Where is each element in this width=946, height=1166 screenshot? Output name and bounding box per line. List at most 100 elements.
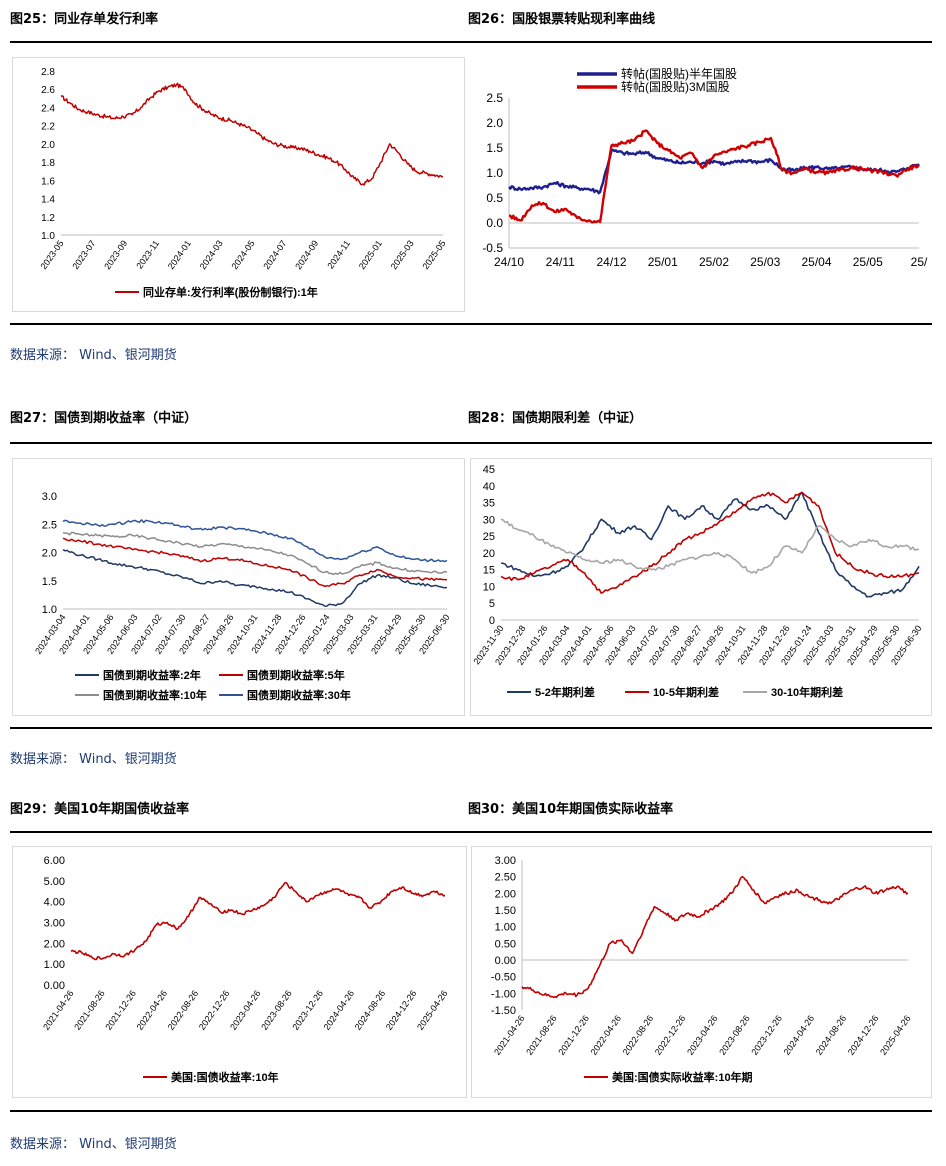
section-2-top-rule: [10, 442, 932, 444]
y-tick-label: 0.5: [486, 191, 503, 205]
top-rule: [10, 41, 932, 43]
y-tick-label: -0.50: [491, 972, 516, 984]
figure-29-title: 图29：美国10年期国债收益率: [10, 802, 190, 817]
y-tick-label: 1.2: [41, 213, 55, 224]
x-tick-label: 2024-07: [261, 238, 288, 271]
figure-25-title: 图25：同业存单发行利率: [10, 12, 159, 27]
series-line-2: [500, 491, 920, 594]
x-tick-label: 2022-12-26: [653, 1013, 688, 1056]
y-tick-label: 30: [483, 514, 495, 526]
y-tick-label: 1.0: [42, 604, 57, 616]
x-tick-label: 25/05: [853, 255, 883, 269]
x-tick-label: 2022-12-26: [197, 988, 232, 1031]
y-tick-label: 0.00: [495, 955, 516, 967]
section-3-top-rule: [10, 831, 932, 833]
series-line-1: [60, 82, 443, 186]
x-tick-label: 2024-12-26: [384, 988, 419, 1031]
chart-28-panel: 45 40 35 30 25 20 15 10 5 0 2023-11-30 2023-12-28 20…: [470, 458, 932, 716]
x-tick-label: 2023-07: [70, 238, 97, 271]
x-tick-label: 2024-11: [325, 238, 352, 270]
series-line-2: [62, 537, 447, 588]
x-tick-label: 25/03: [750, 255, 780, 269]
figure-27-title: 图27：国债到期收益率（中证）: [10, 411, 198, 426]
y-tick-label: 0.50: [495, 938, 516, 950]
y-tick-label: 1.0: [486, 166, 503, 180]
x-tick-label: 2023-12-26: [290, 988, 325, 1031]
y-tick-label: 1.6: [41, 176, 55, 187]
x-tick-label: 2023-12-26: [749, 1013, 784, 1056]
x-tick-label: 2023-05: [39, 238, 66, 271]
x-tick-label: 2024-12-26: [846, 1013, 881, 1056]
chart-29: 6.005.004.003.002.001.000.002021-04-2620…: [41, 855, 450, 1084]
y-tick-label: 1.00: [495, 922, 516, 934]
y-tick-label: 0.0: [486, 216, 503, 230]
x-tick-label: 25/: [911, 255, 928, 269]
y-tick-label: 45: [483, 464, 495, 476]
figure-30-title: 图30：美国10年期国债实际收益率: [468, 802, 674, 817]
x-tick-label: 2025-05: [421, 238, 448, 271]
x-tick-label: 25/02: [699, 255, 729, 269]
y-tick-label: 1.5: [42, 576, 57, 588]
y-tick-label: 10: [483, 581, 495, 593]
x-tick-label: 2022-08-26: [166, 988, 201, 1031]
y-tick-label: 2.8: [41, 67, 55, 78]
y-tick-label: 2.2: [41, 122, 55, 133]
x-tick-label: 2023-09: [102, 238, 129, 271]
y-tick-label: 2.00: [495, 888, 516, 900]
y-tick-label: 1.50: [495, 905, 516, 917]
y-tick-label: 1.8: [41, 158, 55, 169]
x-tick-label: 2024-09: [293, 238, 320, 271]
source-note-1: 数据来源： Wind、银河期货: [10, 348, 177, 363]
y-tick-label: 2.6: [41, 85, 55, 96]
x-tick-label: 2024-05: [230, 238, 257, 271]
legend-label: 30-10年期利差: [771, 685, 843, 699]
y-tick-label: 2.00: [44, 938, 65, 950]
y-tick-label: 40: [483, 481, 495, 493]
section-3-bottom-rule: [10, 1110, 932, 1112]
x-tick-label: 2023-11: [134, 238, 161, 270]
x-tick-label: 2024-08-26: [814, 1013, 849, 1056]
y-tick-label: 35: [483, 498, 495, 510]
y-tick-label: 20: [483, 548, 495, 560]
x-tick-label: 25/04: [801, 255, 831, 269]
section-2-bottom-rule: [10, 727, 932, 729]
series-line-4: [62, 519, 448, 563]
x-tick-label: 2023-04-26: [228, 988, 263, 1031]
y-tick-label: 2.0: [42, 548, 57, 560]
y-tick-label: 1.4: [41, 195, 55, 206]
x-tick-label: 2025-04-26: [415, 988, 450, 1031]
x-tick-label: 24/11: [546, 255, 575, 269]
chart-30: 3.00 2.50 2.00 1.50 1.00 0.50 0.00 -0.50 -1.00 -1…: [491, 855, 913, 1084]
y-tick-label: 2.0: [41, 140, 55, 151]
series-line-2: [508, 129, 920, 224]
section-1-bottom-rule: [10, 323, 932, 325]
y-tick-label: 2.50: [495, 872, 516, 884]
legend-label: 国债到期收益率:2年: [103, 668, 201, 682]
chart-27-panel: 3.0 2.5 2.0 1.5 1.0 2024-03-04 2024-04-01 2024-…: [12, 458, 465, 716]
y-tick-label: -1.50: [491, 1005, 516, 1017]
chart-26-panel: 2.5 2.0 1.5 1.0 0.5 0.0 -0.5 24/10 24/11 24/12 25/…: [470, 57, 932, 312]
y-tick-label: 25: [483, 531, 495, 543]
y-tick-label: 5.00: [44, 876, 65, 888]
y-tick-label: 2.0: [486, 116, 503, 130]
legend-label: 国债到期收益率:5年: [247, 668, 345, 682]
source-note-2: 数据来源： Wind、银河期货: [10, 752, 177, 767]
chart-26: 2.5 2.0 1.5 1.0 0.5 0.0 -0.524/10 24/11 24/12 25/…: [482, 66, 928, 269]
series-line-3: [62, 531, 448, 576]
x-tick-label: 2021-04-26: [492, 1013, 527, 1056]
y-tick-label: 3.00: [495, 855, 516, 867]
y-tick-label: -0.5: [482, 241, 503, 255]
x-tick-label: 2024-03: [198, 238, 225, 271]
source-note-3: 数据来源： Wind、银河期货: [10, 1137, 177, 1152]
legend-label: 5-2年期利差: [535, 685, 595, 699]
x-tick-label: 2021-04-26: [41, 988, 76, 1031]
y-tick-label: 0: [489, 615, 495, 627]
legend-label: 美国:国债收益率:10年: [171, 1070, 279, 1084]
x-tick-label: 24/12: [596, 255, 626, 269]
x-tick-label: 2022-04-26: [589, 1013, 624, 1056]
legend-label: 10-5年期利差: [653, 685, 719, 699]
y-tick-label: 0.00: [44, 980, 65, 992]
y-tick-label: 6.00: [44, 855, 65, 867]
legend-label: 转帖(国股贴)半年国股: [621, 66, 737, 81]
